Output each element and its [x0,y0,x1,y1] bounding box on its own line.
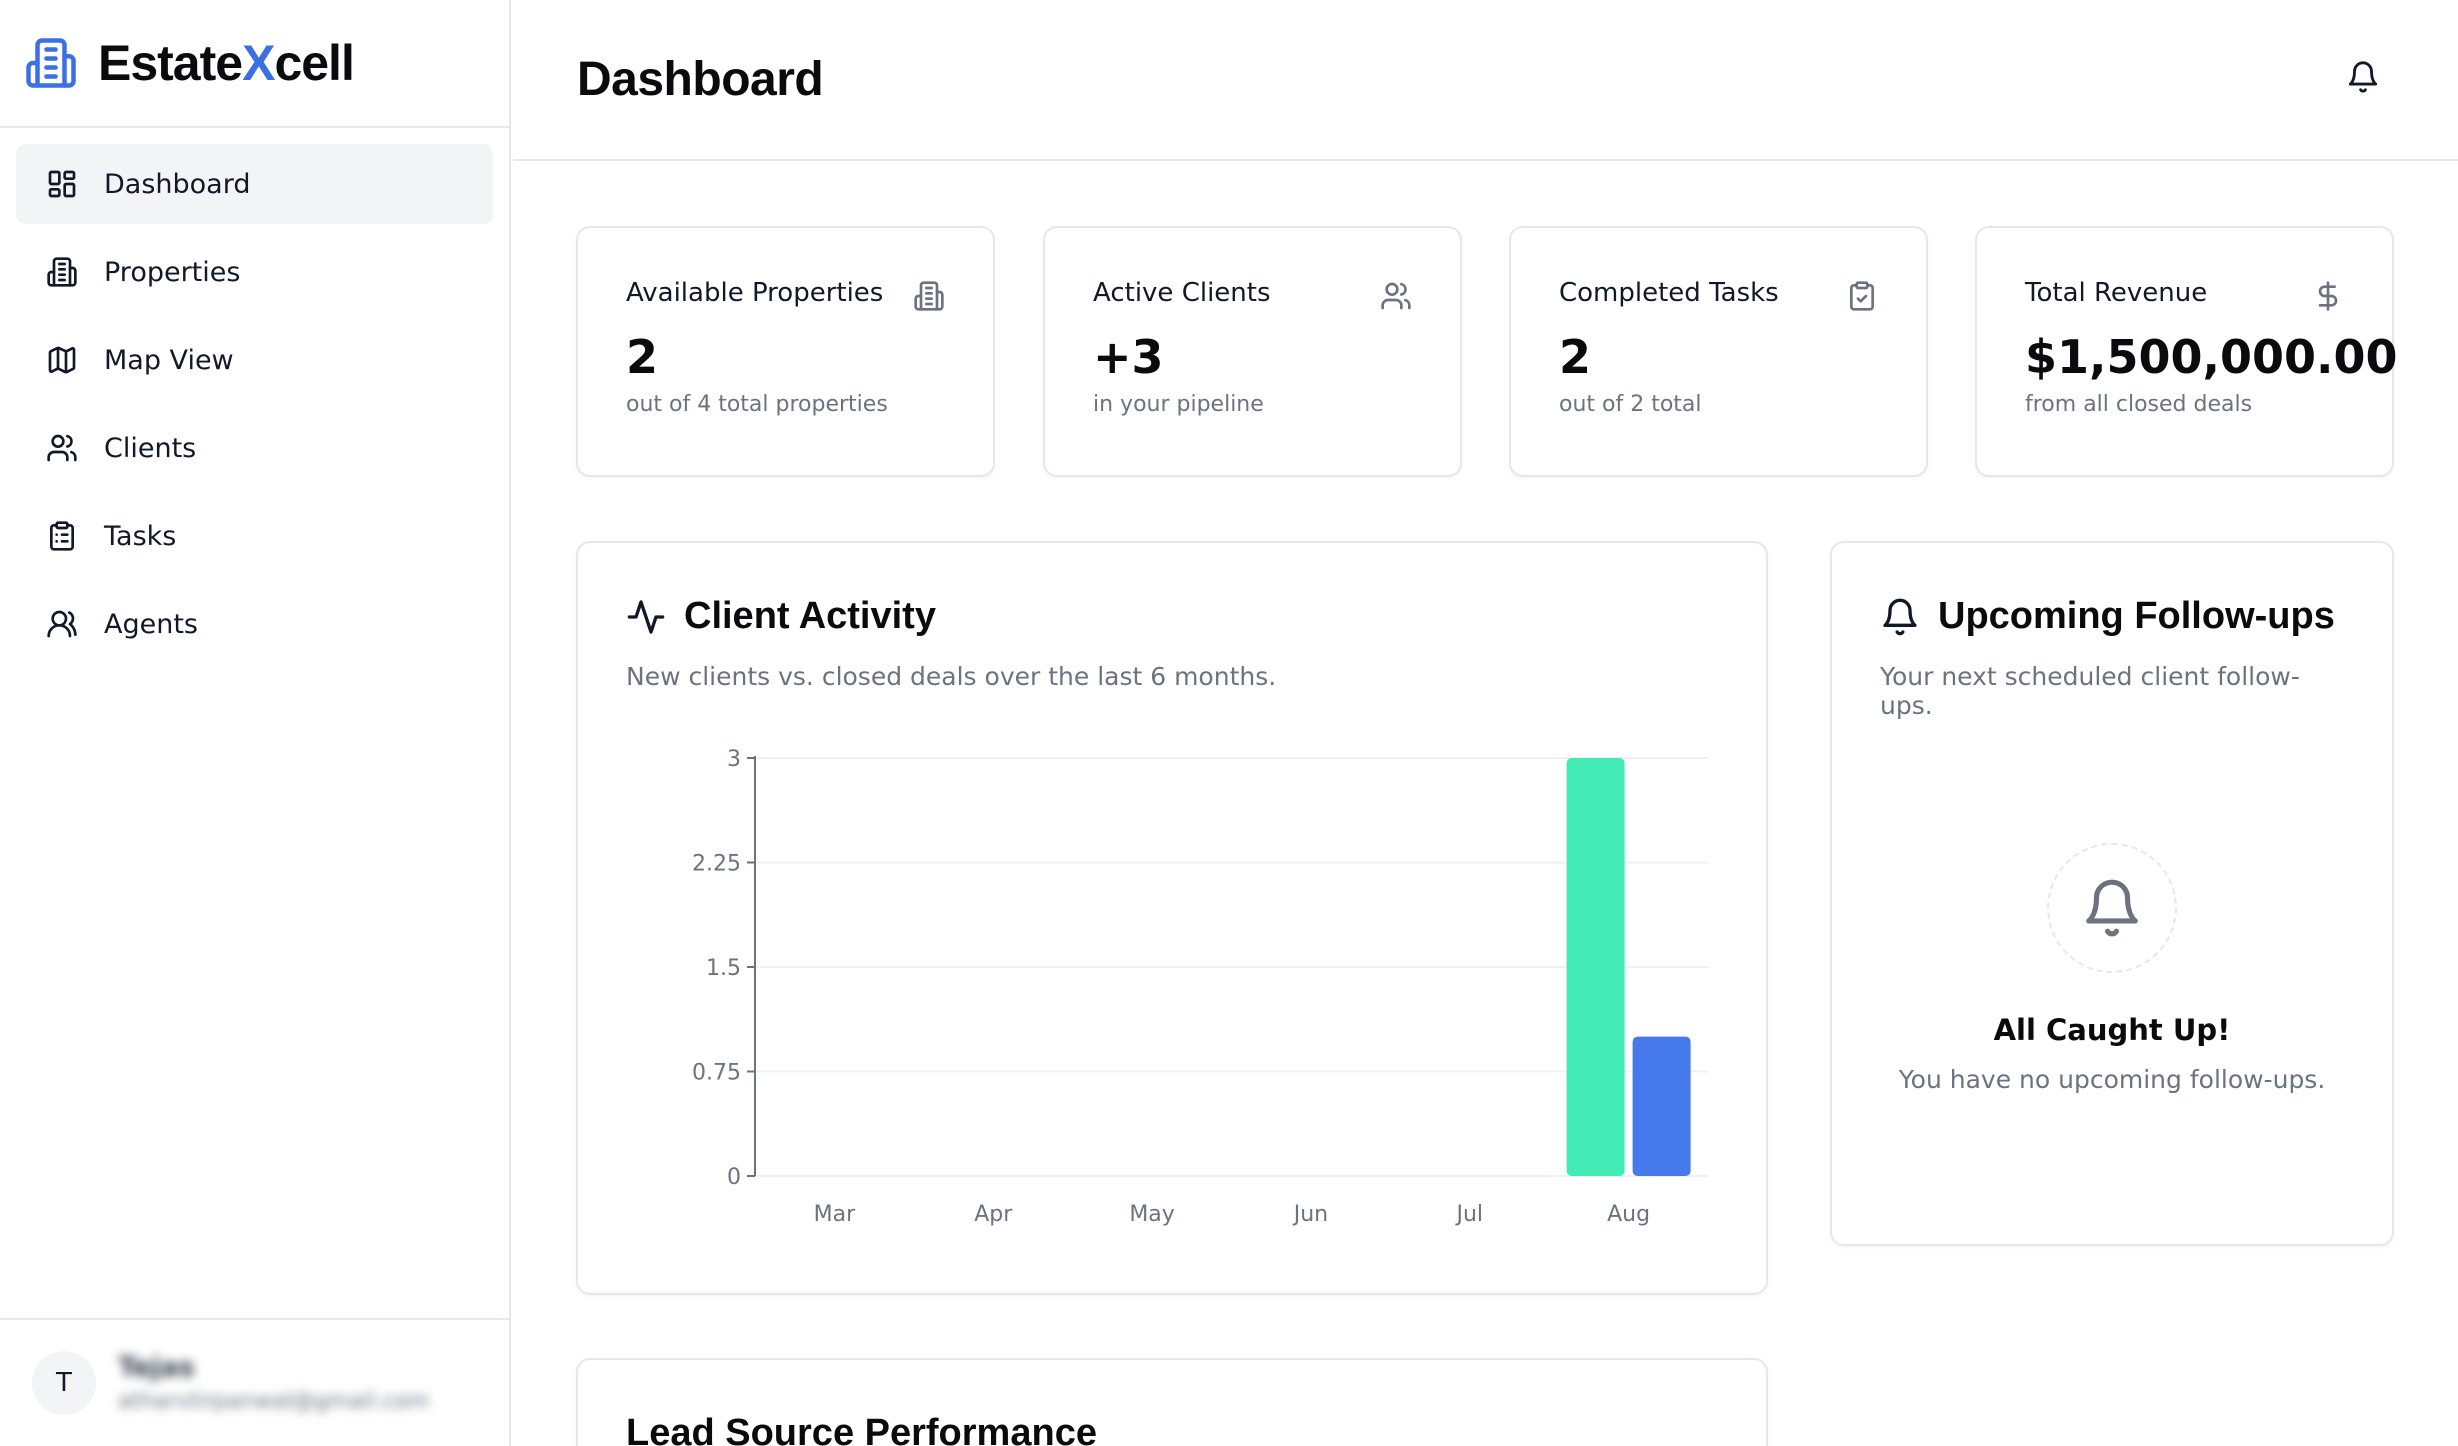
card-description: Your next scheduled client follow-ups. [1880,662,2300,720]
map-icon [48,346,76,374]
card-description: New clients vs. closed deals over the la… [626,662,1277,691]
x-tick-label: Aug [1607,1202,1650,1227]
y-tick-label: 2.25 [692,852,741,877]
y-tick-label: 0.75 [692,1061,741,1086]
user-email: atharvtirpanwal@gmail.com [118,1389,430,1414]
dashboard-icon [48,170,76,198]
user-profile[interactable]: T Tejas atharvtirpanwal@gmail.com [0,1318,509,1446]
avatar: T [32,1351,96,1415]
bell-icon [2086,879,2138,937]
page-header: Dashboard [513,0,2458,161]
sidebar-item-agents[interactable]: Agents [16,584,493,664]
stat-label: Available Properties [626,278,884,308]
sidebar: EstateXcell Dashboard Properties Map Vie… [0,0,511,1446]
sidebar-item-label: Dashboard [104,168,251,200]
stat-card-completed-tasks: Completed Tasks 2 out of 2 total [1509,226,1928,477]
y-tick-label: 3 [727,747,741,772]
building-icon [47,257,77,287]
dollar-icon [2318,281,2338,311]
stat-subtext: out of 2 total [1559,392,1702,417]
client-activity-card: Client Activity New clients vs. closed d… [576,541,1768,1295]
building-icon [914,281,944,311]
stat-value: +3 [1093,330,1164,384]
bell-icon[interactable] [2346,60,2380,94]
users-icon [47,434,77,462]
x-tick-label: Apr [974,1202,1013,1227]
user-group-icon [47,610,77,638]
sidebar-item-label: Tasks [104,520,177,552]
bar-new-clients [1566,758,1625,1176]
stat-card-active-clients: Active Clients +3 in your pipeline [1043,226,1462,477]
brand-name: EstateXcell [98,35,355,91]
bar-closed-deals [1632,1036,1691,1176]
sidebar-item-label: Agents [104,608,198,640]
y-tick-label: 1.5 [706,956,741,981]
empty-state-description: You have no upcoming follow-ups. [1898,1065,2326,1094]
bell-icon [1883,598,1917,635]
stat-subtext: in your pipeline [1093,392,1264,417]
y-tick-label: 0 [727,1165,741,1190]
stat-subtext: from all closed deals [2025,392,2253,417]
page-title: Dashboard [577,53,824,106]
card-header: Client Activity [626,595,1718,638]
x-tick-label: May [1129,1202,1174,1227]
sidebar-item-properties[interactable]: Properties [16,232,493,312]
sidebar-nav: Dashboard Properties Map View Clients Ta… [0,128,509,688]
x-tick-label: Jun [1292,1202,1328,1227]
empty-state-icon-ring [2047,843,2177,973]
empty-state-title: All Caught Up! [1993,1013,2231,1047]
building-logo-icon [26,38,76,88]
clipboard-icon [50,521,74,551]
sidebar-item-tasks[interactable]: Tasks [16,496,493,576]
x-tick-label: Mar [814,1202,856,1227]
brand[interactable]: EstateXcell [0,0,509,128]
empty-state: All Caught Up! You have no upcoming foll… [1832,843,2392,1094]
user-name: Tejas [118,1352,195,1383]
activity-icon [627,599,665,634]
stat-value: $1,500,000.00 [2025,330,2398,384]
sidebar-item-clients[interactable]: Clients [16,408,493,488]
card-title: Upcoming Follow-ups [1938,595,2335,637]
x-tick-label: Jul [1454,1202,1483,1227]
users-icon [1381,282,1411,310]
sidebar-item-dashboard[interactable]: Dashboard [16,144,493,224]
sidebar-item-label: Properties [104,256,241,288]
stat-label: Total Revenue [2025,278,2208,308]
clipboard-check-icon [1850,281,1874,311]
upcoming-followups-card: Upcoming Follow-ups Your next scheduled … [1830,541,2394,1246]
stat-label: Completed Tasks [1559,278,1779,308]
stat-value: 2 [1559,330,1592,384]
card-title: Lead Source Performance [626,1412,1097,1446]
stat-label: Active Clients [1093,278,1271,308]
sidebar-item-label: Clients [104,432,197,464]
stat-card-available-properties: Available Properties 2 out of 4 total pr… [576,226,995,477]
sidebar-item-label: Map View [104,344,234,376]
sidebar-item-map-view[interactable]: Map View [16,320,493,400]
lead-source-card: Lead Source Performance [576,1358,1768,1446]
client-activity-chart: 0 0.75 1.5 2.25 3 Mar Apr May Jun Jul Aug [692,747,1708,1227]
card-title: Client Activity [684,595,936,637]
card-header: Upcoming Follow-ups [1880,595,2344,638]
stat-card-total-revenue: Total Revenue $1,500,000.00 from all clo… [1975,226,2398,477]
stat-subtext: out of 4 total properties [626,392,888,417]
stat-value: 2 [626,330,659,384]
